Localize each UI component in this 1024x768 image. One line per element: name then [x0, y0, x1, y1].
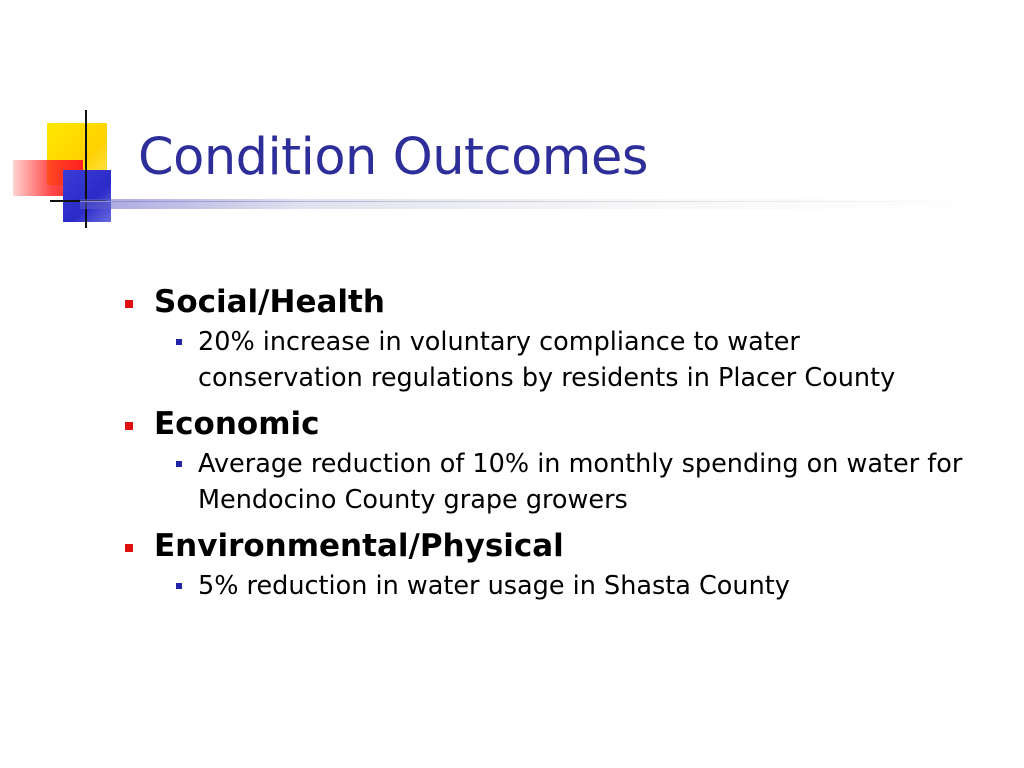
- square-bullet-icon: [125, 422, 133, 430]
- section-environmental-physical: Environmental/Physical 5% reduction in w…: [120, 524, 1000, 604]
- sub-bullet-text: 5% reduction in water usage in Shasta Co…: [198, 571, 790, 601]
- vertical-crosshair-line: [85, 110, 87, 228]
- sub-bullet-text: 20% increase in voluntary compliance to …: [198, 327, 896, 393]
- slide-title: Condition Outcomes: [138, 128, 648, 187]
- section-heading: Environmental/Physical: [154, 528, 564, 564]
- square-bullet-icon: [125, 544, 133, 552]
- blue-square: [63, 170, 111, 222]
- bullet-item: Economic: [120, 402, 1000, 446]
- section-heading: Social/Health: [154, 284, 385, 320]
- title-underline-gradient: [80, 199, 970, 209]
- small-square-bullet-icon: [176, 583, 182, 589]
- bullet-item: Social/Health: [120, 280, 1000, 324]
- small-square-bullet-icon: [176, 461, 182, 467]
- sub-bullet-item: 5% reduction in water usage in Shasta Co…: [120, 568, 1000, 604]
- square-bullet-icon: [125, 300, 133, 308]
- horizontal-crosshair-line: [50, 200, 106, 202]
- section-social-health: Social/Health 20% increase in voluntary …: [120, 280, 1000, 396]
- decorative-logo-blocks: [0, 0, 150, 240]
- sub-bullet-item: 20% increase in voluntary compliance to …: [120, 324, 1000, 396]
- small-square-bullet-icon: [176, 339, 182, 345]
- section-economic: Economic Average reduction of 10% in mon…: [120, 402, 1000, 518]
- slide-body: Social/Health 20% increase in voluntary …: [120, 280, 1000, 604]
- title-underline: [80, 201, 970, 202]
- sub-bullet-text: Average reduction of 10% in monthly spen…: [198, 449, 963, 515]
- sub-bullet-item: Average reduction of 10% in monthly spen…: [120, 446, 1000, 518]
- section-heading: Economic: [154, 406, 320, 442]
- bullet-item: Environmental/Physical: [120, 524, 1000, 568]
